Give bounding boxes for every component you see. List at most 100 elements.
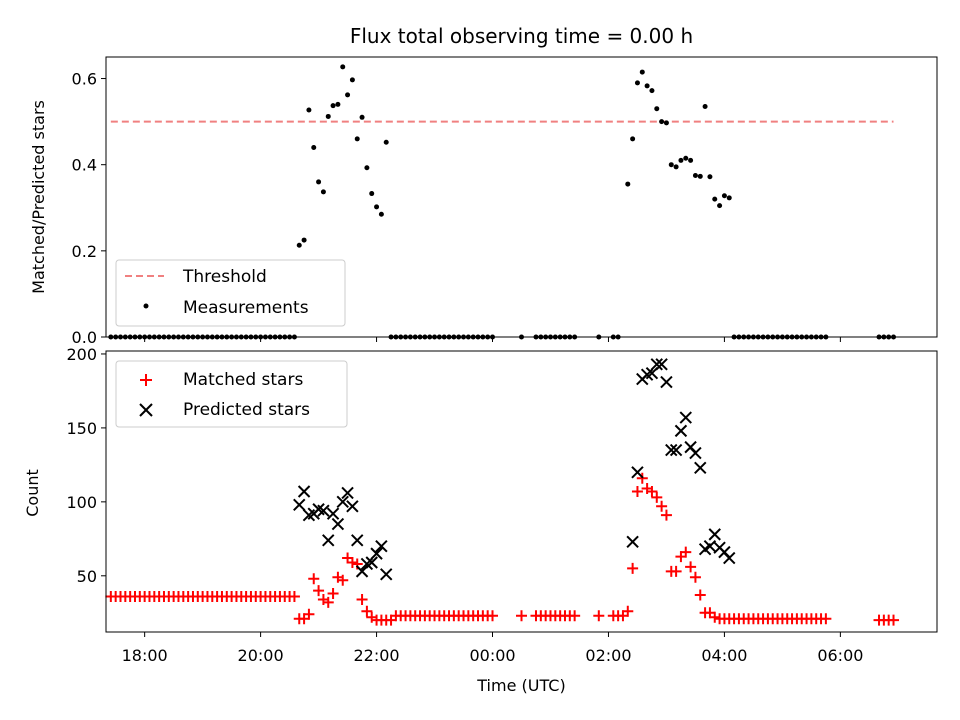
matched-star-point [670, 565, 682, 577]
bottom-axes-frame [105, 350, 938, 633]
matched-star-point [569, 610, 581, 622]
matched-star-point [689, 571, 701, 583]
predicted-star-point [351, 534, 364, 547]
top-x-ticks [144, 337, 841, 342]
measurement-point [306, 107, 312, 113]
legend-threshold-label: Threshold [182, 267, 267, 287]
predicted-star-point [626, 535, 639, 548]
figure-title: Flux total observing time = 0.00 h [350, 24, 693, 48]
top-y-tick-label: 0.4 [72, 156, 97, 175]
bottom-x-tick-label: 20:00 [238, 646, 284, 665]
predicted-star-point [346, 500, 359, 513]
predicted-star-point [660, 375, 673, 389]
predicted-star-point [336, 495, 349, 509]
matched-star-point [361, 605, 373, 617]
bottom-plot-area [105, 358, 900, 626]
predicted-star-point [326, 507, 340, 520]
bottom-x-tick-label: 18:00 [122, 646, 168, 665]
matched-star-point [694, 589, 706, 601]
measurement-point [301, 237, 307, 243]
measurement-point [359, 114, 365, 120]
legend-matched-label: Matched stars [183, 370, 303, 390]
measurement-point [335, 101, 341, 107]
bottom-y-ticks: 50 100 150 200 [66, 345, 106, 586]
matched-star-point [356, 593, 368, 605]
bottom-legend-frame [115, 360, 348, 428]
predicted-star-point [317, 504, 330, 517]
matched-star-point [656, 500, 668, 512]
predicted-star-point [665, 443, 678, 457]
measurement-point [697, 173, 703, 179]
matched-star-point [487, 610, 499, 622]
top-axes-frame [105, 56, 938, 338]
x-axis-label: Time (UTC) [476, 676, 565, 695]
predicted-star-point [297, 485, 311, 498]
predicted-star-point [723, 551, 736, 565]
measurement-point [663, 120, 669, 126]
matched-star-point [646, 486, 658, 497]
predicted-star-point [631, 466, 644, 479]
measurement-point [668, 162, 674, 168]
measurement-point [330, 103, 336, 109]
bottom-y-axis-label: Count [23, 469, 42, 517]
bottom-x-tick-label: 00:00 [469, 646, 515, 665]
top-y-tick-label: 0.0 [72, 328, 97, 347]
matched-star-point [516, 610, 527, 622]
predicted-star-point [645, 366, 659, 380]
bottom-x-tick-label: 04:00 [701, 646, 747, 665]
measurement-point [659, 119, 665, 125]
matched-star-point [651, 491, 663, 503]
measurement-point [644, 83, 650, 89]
top-y-ticks: 0.0 0.2 0.4 0.6 [72, 70, 106, 347]
legend-predicted-swatch [139, 403, 153, 417]
predicted-star-point [375, 540, 388, 553]
top-legend-frame [115, 259, 346, 327]
predicted-star-point [708, 528, 721, 541]
measurement-point [374, 204, 380, 210]
bottom-x-tick-label: 22:00 [354, 646, 400, 665]
predicted-star-point [669, 443, 683, 457]
measurement-point [634, 80, 640, 86]
measurement-point [354, 136, 360, 142]
predicted-star-point [322, 534, 335, 547]
matched-star-point [660, 509, 672, 521]
matched-star-point [308, 573, 320, 585]
measurement-point [349, 77, 355, 83]
predicted-star-point [331, 517, 345, 531]
matched-star-point [631, 486, 643, 497]
matched-star-point [337, 574, 349, 586]
bottom-y-tick-label: 150 [66, 419, 97, 438]
measurement-point [630, 136, 636, 142]
predicted-star-point [370, 547, 383, 560]
matched-star-point [680, 546, 692, 558]
legend-measurements-swatch [143, 303, 149, 309]
measurement-point [678, 157, 684, 163]
matched-star-point [685, 561, 697, 573]
predicted-star-point [380, 568, 393, 581]
matched-star-point [303, 608, 315, 620]
legend-predicted-label: Predicted stars [183, 400, 310, 420]
measurement-point [683, 155, 689, 161]
measurement-point [383, 139, 389, 145]
matched-star-point [593, 610, 605, 622]
measurement-point [712, 196, 718, 202]
measurement-point [625, 181, 631, 187]
measurement-point [649, 88, 655, 94]
measurement-point [316, 179, 322, 185]
measurement-point [707, 174, 713, 180]
predicted-star-point [679, 411, 692, 424]
bottom-y-tick-label: 50 [77, 567, 97, 586]
top-y-tick-label: 0.2 [72, 242, 97, 261]
measurement-point [378, 211, 384, 217]
matched-star-point [322, 596, 334, 608]
measurement-point [692, 172, 698, 178]
top-panel: 0.0 0.2 0.4 0.6 Matched/Predicted stars Thr… [29, 56, 938, 347]
top-legend: Threshold Measurements [115, 259, 346, 327]
measurement-point [654, 106, 660, 112]
measurement-point [702, 104, 708, 110]
legend-matched-swatch [140, 374, 152, 386]
matched-star-point [709, 611, 721, 623]
predicted-star-point [694, 461, 707, 475]
